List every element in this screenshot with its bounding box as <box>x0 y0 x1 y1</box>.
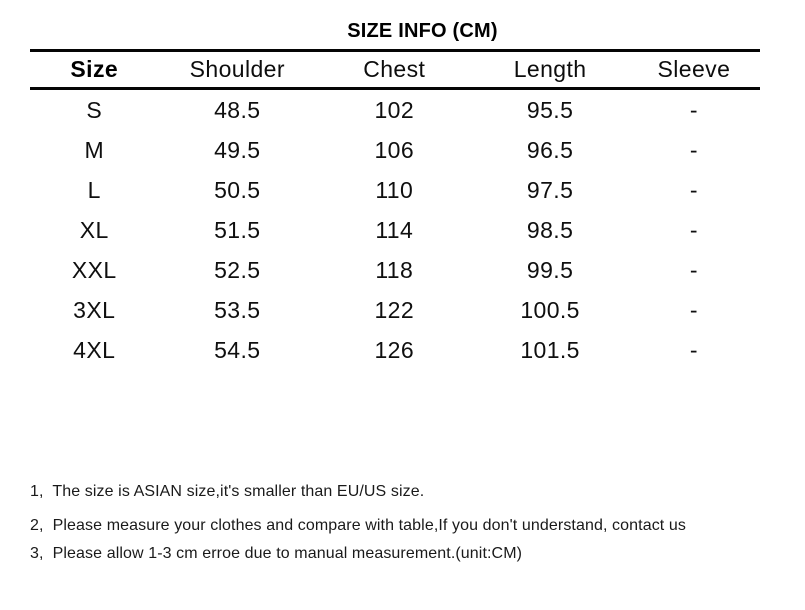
table-row: L 50.5 110 97.5 - <box>30 170 760 210</box>
note-line-1: 1, The size is ASIAN size,it's smaller t… <box>30 483 425 500</box>
size-cell: S <box>86 96 103 123</box>
size-cell: XXL <box>71 256 117 283</box>
value-cell: 95.5 <box>526 96 574 123</box>
value-cell: 122 <box>374 296 415 323</box>
value-cell: 54.5 <box>214 336 261 363</box>
header-sleeve: Sleeve <box>657 56 731 82</box>
header-size: Size <box>70 56 119 82</box>
value-cell: 97.5 <box>526 176 574 203</box>
header-chest: Chest <box>363 56 426 82</box>
note-line-3: 3, Please allow 1-3 cm erroe due to manu… <box>30 545 523 562</box>
size-cell: XL <box>79 216 109 243</box>
notes: 1, The size is ASIAN size,it's smaller t… <box>30 482 686 564</box>
header-length: Length <box>513 56 587 82</box>
value-cell: 98.5 <box>526 216 574 243</box>
value-cell: 48.5 <box>214 96 261 123</box>
value-cell: 53.5 <box>214 296 261 323</box>
table-row: M 49.5 106 96.5 - <box>30 130 760 170</box>
table-row: 3XL 53.5 122 100.5 - <box>30 290 760 330</box>
value-cell: 106 <box>374 136 415 163</box>
value-cell: 114 <box>375 216 414 243</box>
table-row: S 48.5 102 95.5 - <box>30 89 760 131</box>
value-cell: 52.5 <box>214 256 261 283</box>
value-cell: 110 <box>375 176 414 203</box>
size-cell: M <box>84 136 105 163</box>
value-cell: 49.5 <box>214 136 261 163</box>
value-cell: 100.5 <box>520 296 580 323</box>
value-cell: - <box>689 136 698 163</box>
table-row: 4XL 54.5 126 101.5 - <box>30 330 760 370</box>
value-cell: 50.5 <box>214 176 261 203</box>
value-cell: - <box>689 336 698 363</box>
value-cell: 51.5 <box>214 216 261 243</box>
value-cell: 101.5 <box>520 336 580 363</box>
value-cell: - <box>689 96 698 123</box>
value-cell: 126 <box>374 336 415 363</box>
value-cell: 99.5 <box>526 256 574 283</box>
size-cell: L <box>87 176 101 203</box>
table-row: XXL 52.5 118 99.5 - <box>30 250 760 290</box>
page-title: SIZE INFO (CM) <box>347 20 498 42</box>
size-cell: 3XL <box>73 296 116 323</box>
value-cell: - <box>689 176 698 203</box>
value-cell: 96.5 <box>526 136 574 163</box>
header-shoulder: Shoulder <box>189 56 285 82</box>
value-cell: - <box>689 256 698 283</box>
value-cell: - <box>689 216 698 243</box>
table-row: XL 51.5 114 98.5 - <box>30 210 760 250</box>
value-cell: 102 <box>374 96 415 123</box>
table-header-row: Size Shoulder Chest Length Sleeve <box>30 50 760 89</box>
value-cell: - <box>689 296 698 323</box>
note-line-2: 2, Please measure your clothes and compa… <box>30 517 686 534</box>
value-cell: 118 <box>375 256 414 283</box>
size-table-body: S 48.5 102 95.5- M 49.5 106 96.5- L 50.5 110 97.5- X… <box>30 89 760 371</box>
size-cell: 4XL <box>73 336 116 363</box>
size-table: Size Shoulder Chest Length Sleeve S 48.5 1… <box>30 49 760 370</box>
